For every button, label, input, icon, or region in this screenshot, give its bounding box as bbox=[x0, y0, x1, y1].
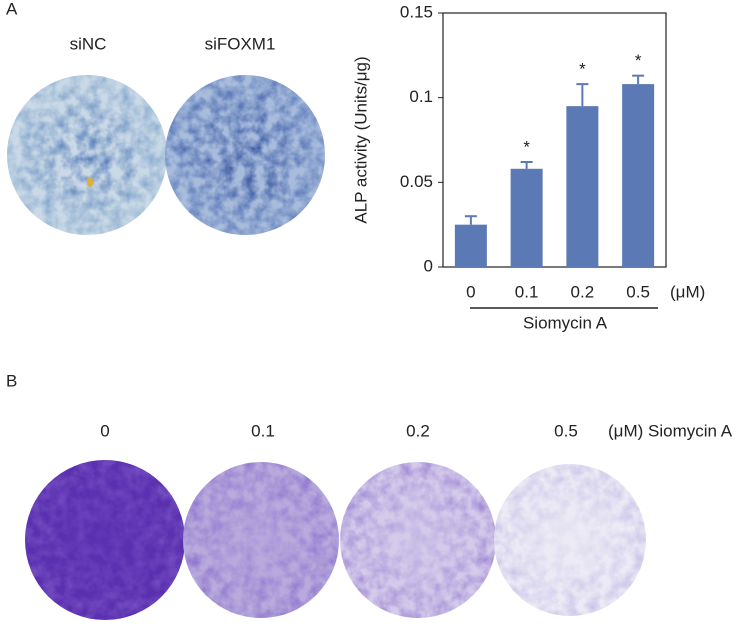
well-image bbox=[7, 75, 167, 235]
well-image bbox=[494, 464, 646, 616]
bar bbox=[566, 106, 599, 267]
significance-mark: * bbox=[523, 137, 530, 156]
x-tick-label: 0.5 bbox=[626, 282, 650, 301]
dose-label: 0.1 bbox=[251, 421, 275, 440]
y-axis-title: ALP activity (Units/μg) bbox=[351, 56, 370, 223]
significance-mark: * bbox=[635, 51, 642, 70]
bar bbox=[454, 224, 487, 267]
y-tick-label: 0.1 bbox=[409, 87, 433, 106]
well-label: siFOXM1 bbox=[205, 34, 276, 53]
dose-label: 0 bbox=[100, 421, 109, 440]
y-tick-label: 0.05 bbox=[400, 172, 433, 191]
x-tick-label: 0.1 bbox=[515, 282, 539, 301]
dose-unit: (μM) Siomycin A bbox=[608, 421, 733, 440]
well-image bbox=[183, 462, 339, 618]
unit-label: (μM) bbox=[670, 282, 705, 301]
dose-label: 0.2 bbox=[406, 421, 430, 440]
significance-mark: * bbox=[579, 60, 586, 79]
bar-chart: ALP activity (Units/μg) (μM) Siomycin A … bbox=[351, 2, 705, 332]
x-axis-title: Siomycin A bbox=[523, 313, 608, 332]
well-image bbox=[165, 75, 325, 235]
well-label: siNC bbox=[70, 34, 107, 53]
bar bbox=[622, 84, 655, 268]
y-tick-label: 0 bbox=[424, 256, 433, 275]
panel-label: A bbox=[6, 0, 18, 18]
y-tick-label: 0.15 bbox=[400, 2, 433, 21]
well-image bbox=[340, 462, 496, 618]
plot-frame bbox=[442, 12, 667, 268]
panel-label: B bbox=[6, 371, 17, 390]
x-tick-label: 0 bbox=[466, 282, 475, 301]
well-image bbox=[25, 460, 185, 620]
x-tick-label: 0.2 bbox=[571, 282, 595, 301]
bar bbox=[510, 168, 543, 267]
dose-label: 0.5 bbox=[554, 421, 578, 440]
